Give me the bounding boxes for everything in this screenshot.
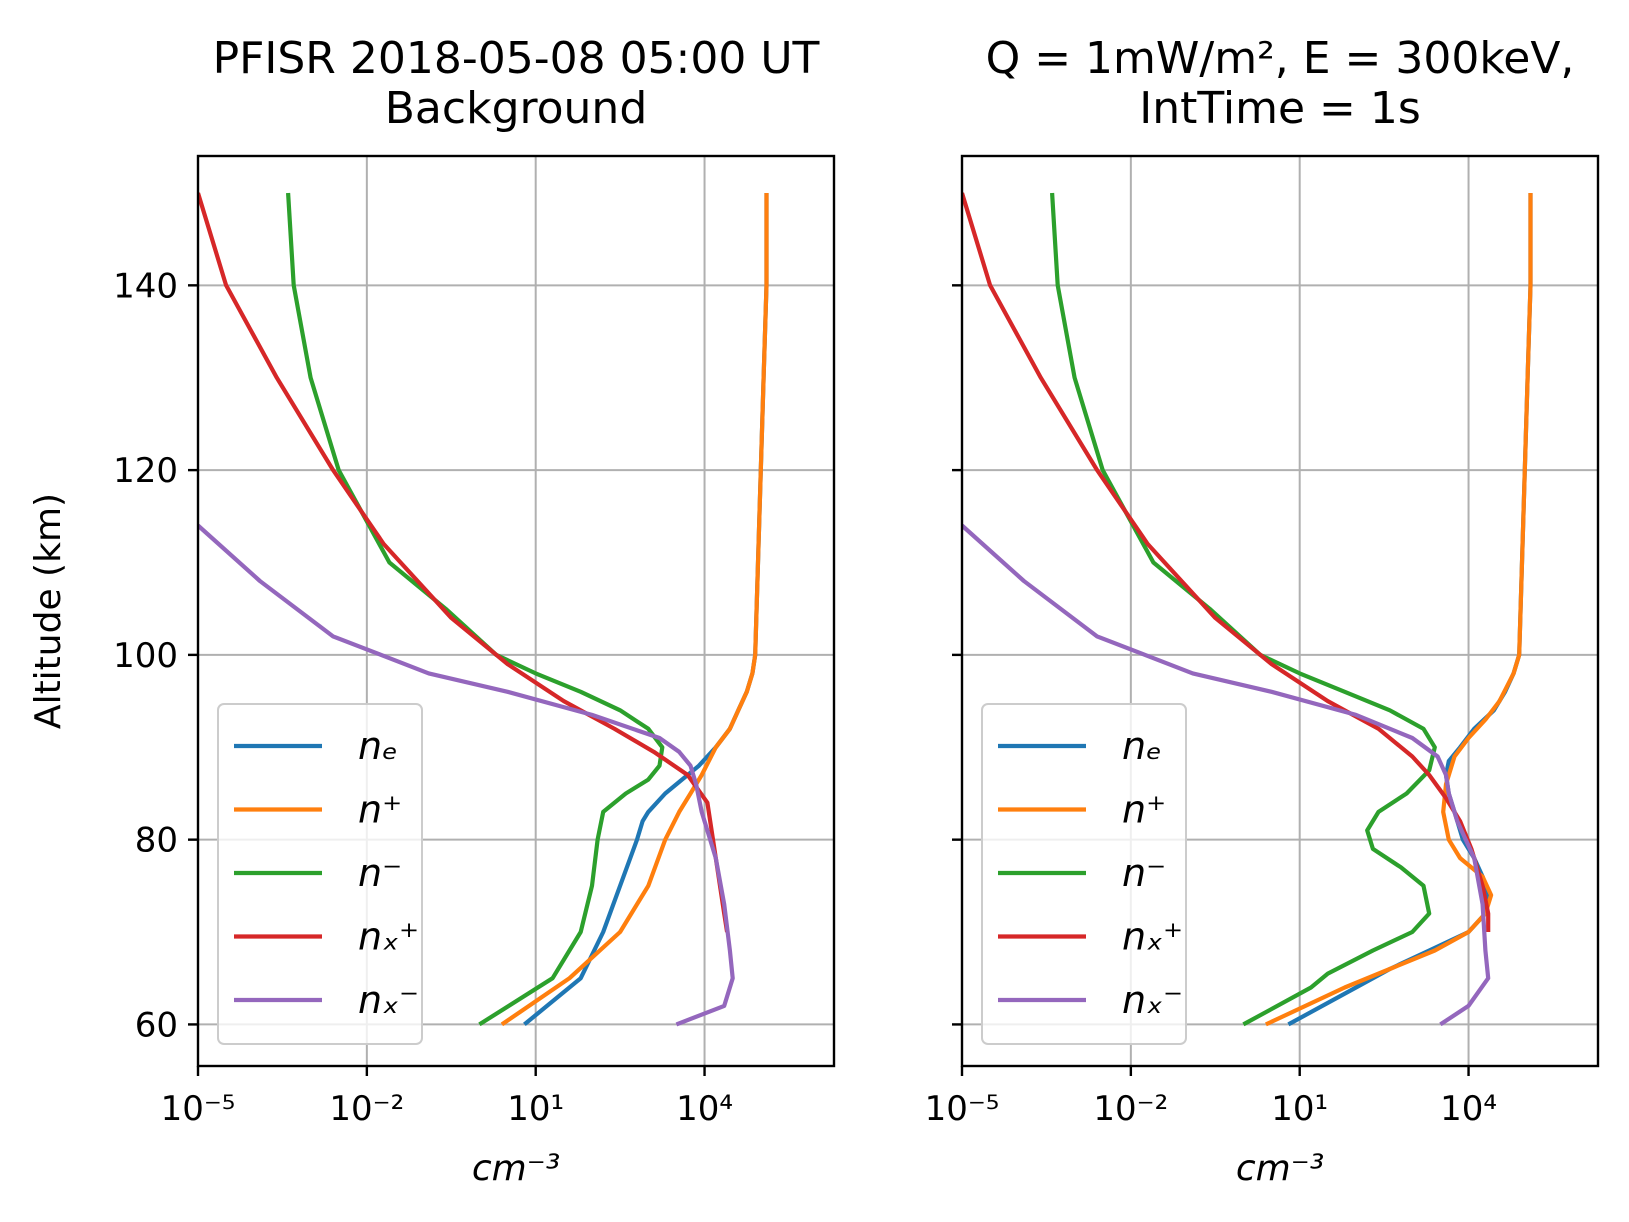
legend-label-n_x-: nₓ⁻ bbox=[1122, 978, 1183, 1022]
x-tick-label: 10⁻⁵ bbox=[925, 1089, 1000, 1129]
x-axis-label: cm⁻³ bbox=[1236, 1148, 1324, 1189]
x-tick-label: 10⁻² bbox=[329, 1089, 404, 1129]
legend-label-n_e: nₑ bbox=[358, 724, 398, 768]
legend: nₑ n⁺ n⁻ nₓ⁺ nₓ⁻ bbox=[981, 703, 1187, 1045]
series-line-n+ bbox=[1265, 193, 1533, 1027]
axes-frame bbox=[960, 154, 1600, 1068]
legend-label-n+: n⁺ bbox=[358, 788, 402, 832]
axes-frame bbox=[196, 154, 836, 1068]
legend-label-n_x+: nₓ⁺ bbox=[358, 915, 419, 959]
y-axis-label: Altitude (km) bbox=[28, 493, 69, 729]
x-tick-label: 10¹ bbox=[1271, 1089, 1328, 1129]
chart-title-line: Q = 1mW/m², E = 300keV, bbox=[986, 33, 1575, 84]
x-tick-label: 10⁴ bbox=[676, 1089, 733, 1129]
series-line-n_e bbox=[1287, 193, 1533, 1027]
legend-label-n_e: nₑ bbox=[1122, 724, 1162, 768]
legend-label-n_x-: nₓ⁻ bbox=[358, 978, 419, 1022]
legend-label-n-: n⁻ bbox=[358, 851, 402, 895]
right-panel-perturbed: 10⁻⁵ 10⁻² 10¹ 10⁴ Q = 1mW/m², E = 300keV,Int… bbox=[925, 33, 1600, 1189]
legend: nₑ n⁺ n⁻ nₓ⁺ nₓ⁻ bbox=[217, 703, 423, 1045]
series-line-n_x- bbox=[962, 523, 1491, 1027]
series-line-n_e bbox=[523, 193, 769, 1027]
x-tick-label: 10⁻² bbox=[1093, 1089, 1168, 1129]
series-group bbox=[962, 192, 1533, 1027]
legend-label-n_x+: nₓ⁺ bbox=[1122, 915, 1183, 959]
y-tick-label: 80 bbox=[135, 821, 178, 861]
series-line-n+ bbox=[500, 193, 769, 1027]
series-group bbox=[198, 192, 769, 1027]
chart-title-line: IntTime = 1s bbox=[1139, 83, 1421, 134]
legend-label-n-: n⁻ bbox=[1122, 851, 1166, 895]
x-tick-label: 10⁻⁵ bbox=[161, 1089, 236, 1129]
chart-title-line: PFISR 2018-05-08 05:00 UT bbox=[213, 33, 820, 84]
x-tick-label: 10⁴ bbox=[1440, 1089, 1497, 1129]
x-axis-label: cm⁻³ bbox=[472, 1148, 560, 1189]
left-panel-background: 10⁻⁵ 10⁻² 10¹ 10⁴ 60 80 100 120 140 PFISR 2018-05… bbox=[28, 33, 836, 1189]
legend-label-n+: n⁺ bbox=[1122, 788, 1166, 832]
y-tick-label: 140 bbox=[113, 266, 178, 306]
y-tick-label: 120 bbox=[113, 451, 178, 491]
y-tick-label: 60 bbox=[135, 1005, 178, 1045]
chart-title-line: Background bbox=[385, 83, 648, 134]
series-line-n- bbox=[1050, 192, 1437, 1027]
series-line-n_x- bbox=[198, 523, 735, 1027]
x-tick-label: 10¹ bbox=[507, 1089, 564, 1129]
y-tick-label: 100 bbox=[113, 636, 178, 676]
